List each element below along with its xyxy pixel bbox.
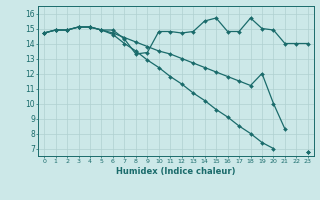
X-axis label: Humidex (Indice chaleur): Humidex (Indice chaleur) bbox=[116, 167, 236, 176]
